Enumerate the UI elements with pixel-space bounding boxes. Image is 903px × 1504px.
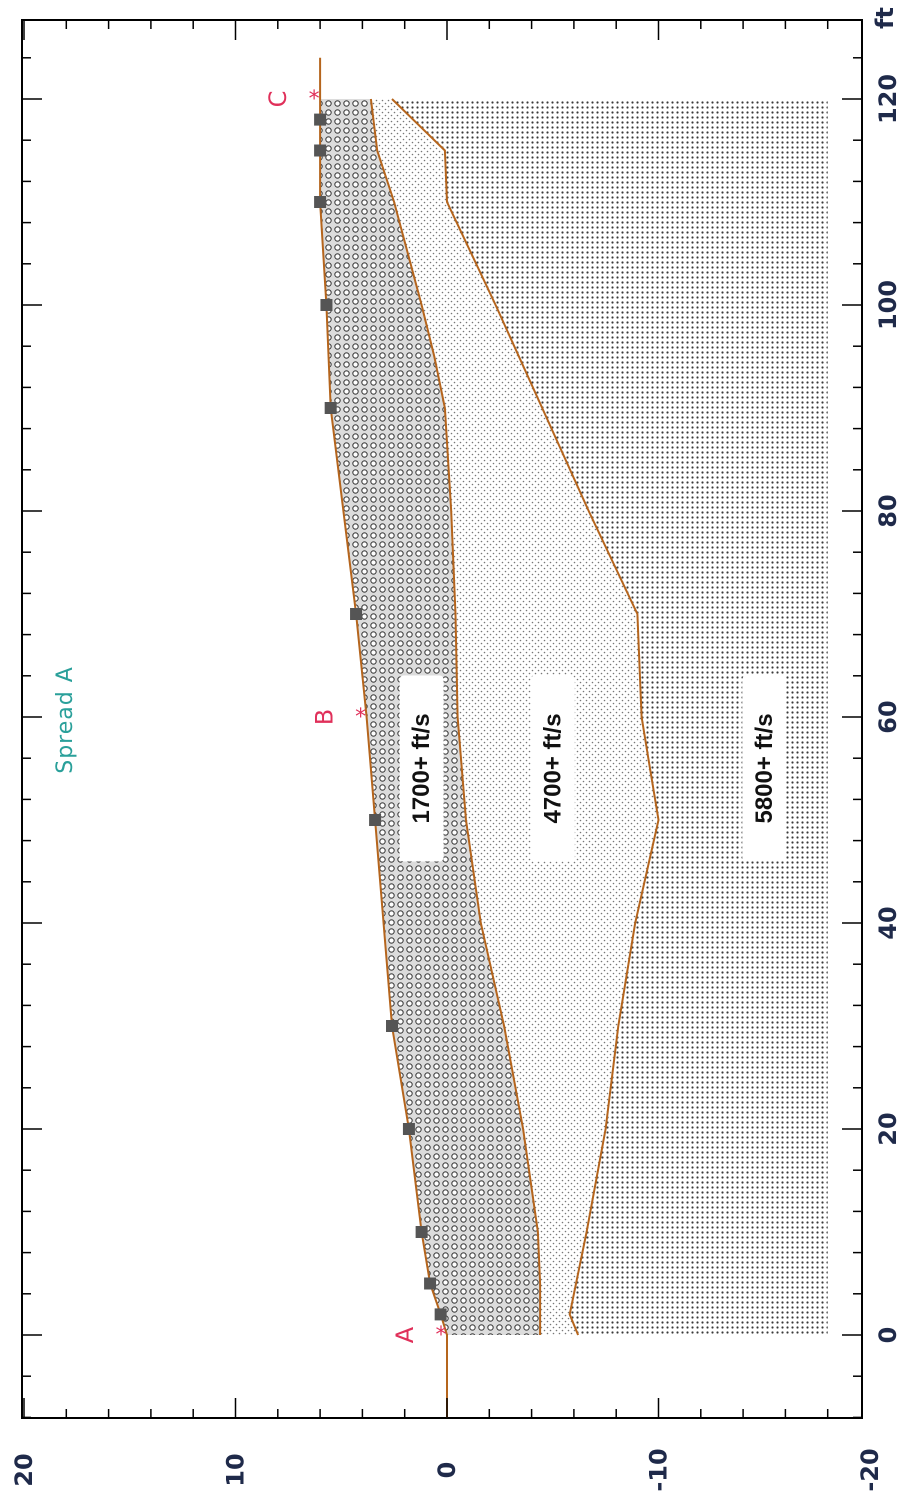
velocity-label-box bbox=[742, 675, 787, 862]
x-tick-label: 100 bbox=[874, 280, 902, 330]
y-tick-label: 20 bbox=[10, 1453, 38, 1486]
station-marker bbox=[314, 196, 327, 208]
station-marker bbox=[424, 1277, 437, 1290]
station-marker bbox=[415, 1226, 428, 1238]
shot-point-marker: * bbox=[355, 705, 366, 730]
velocity-label-box bbox=[530, 675, 575, 862]
shot-point-label: B bbox=[311, 709, 339, 725]
refractor-1-line bbox=[369, 98, 542, 1335]
station-marker bbox=[434, 1308, 447, 1321]
station-marker bbox=[369, 814, 382, 826]
x-tick-label: 120 bbox=[874, 74, 902, 124]
chart-title: Spread A bbox=[53, 666, 78, 774]
y-tick-label: 0 bbox=[433, 1462, 461, 1479]
velocity-label-group: 4700+ ft/s bbox=[530, 675, 575, 862]
shot-point-marker: * bbox=[436, 1323, 447, 1348]
ground-surface-line bbox=[319, 57, 448, 1418]
station-marker bbox=[386, 1020, 399, 1032]
shot-point-labels: A B C bbox=[264, 91, 419, 1344]
velocity-label-group: 1700+ ft/s bbox=[399, 675, 444, 862]
layer-5800-fill bbox=[392, 99, 828, 1335]
station-marker bbox=[350, 608, 363, 620]
station-marker bbox=[314, 144, 327, 157]
x-tick-label: 20 bbox=[874, 1112, 902, 1145]
x-unit-label: ft bbox=[871, 7, 899, 29]
y-tick-label: 10 bbox=[222, 1453, 250, 1486]
station-marker bbox=[314, 113, 327, 126]
velocity-label: 4700+ ft/s bbox=[539, 713, 566, 823]
velocity-label-group: 5800+ ft/s bbox=[742, 675, 787, 862]
velocity-label: 1700+ ft/s bbox=[408, 713, 435, 823]
shot-point-marker: * bbox=[309, 87, 320, 112]
shot-point-label: A bbox=[391, 1326, 419, 1343]
velocity-labels: 1700+ ft/s 4700+ ft/s 5800+ ft/s bbox=[399, 675, 787, 862]
x-tick-label: 80 bbox=[874, 494, 902, 527]
x-tick-labels: 0 20 40 60 80 100 120 bbox=[874, 74, 902, 1343]
y-tick-label: -10 bbox=[645, 1448, 673, 1491]
x-tick-label: 40 bbox=[874, 906, 902, 939]
shot-point-label: C bbox=[264, 91, 292, 108]
x-tick-label: 60 bbox=[874, 700, 902, 733]
layer-4700-fill bbox=[370, 99, 659, 1335]
station-marker bbox=[402, 1123, 415, 1135]
x-tick-label: 0 bbox=[874, 1327, 902, 1344]
refractor-2-line bbox=[391, 98, 660, 1336]
station-marker bbox=[320, 299, 333, 311]
y-tick-label: -20 bbox=[856, 1448, 884, 1491]
y-tick-labels: 20 10 0 -10 -20 bbox=[10, 1448, 884, 1491]
velocity-label: 5800+ ft/s bbox=[751, 713, 778, 823]
station-marker bbox=[324, 402, 337, 414]
velocity-label-box bbox=[399, 675, 444, 862]
